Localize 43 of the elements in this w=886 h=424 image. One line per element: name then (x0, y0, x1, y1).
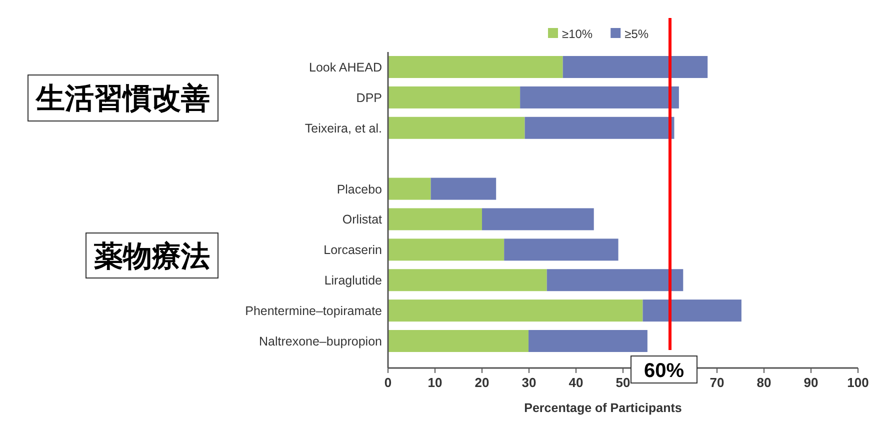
y-tick-label: DPP (356, 90, 382, 105)
x-tick-label: 90 (804, 375, 818, 390)
x-tick-label: 50 (616, 375, 630, 390)
y-tick-label: Lorcaserin (324, 243, 382, 258)
bar (388, 238, 504, 261)
x-tick-label: 30 (522, 375, 536, 390)
bar (528, 330, 648, 352)
y-tick-label: Teixeira, et al. (304, 121, 382, 136)
x-tick-label: 0 (384, 375, 392, 390)
bar (562, 56, 708, 78)
y-tick-label: Liraglutide (324, 274, 382, 288)
x-tick-label: 40 (568, 375, 584, 390)
bar (546, 269, 684, 292)
bar (388, 116, 525, 139)
x-tick-label: 80 (756, 375, 772, 390)
y-tick-label: Naltrexone–bupropion (258, 334, 382, 348)
bar (388, 56, 563, 78)
x-tick-label: 100 (847, 375, 869, 390)
text: 生活習慣改善 (35, 82, 210, 115)
x-tick-label: 70 (710, 375, 724, 390)
legend-label: ≥10% (562, 27, 593, 41)
y-tick-label: Orlistat (342, 212, 383, 227)
bar (388, 300, 643, 322)
bar (642, 300, 742, 322)
bar (524, 116, 674, 139)
legend-label: ≥5% (624, 27, 649, 41)
bar (388, 208, 482, 230)
bar (388, 269, 547, 292)
y-tick-label: Phentermine–topiramate (245, 304, 382, 318)
bar (520, 86, 679, 108)
text: 薬物療法 (93, 240, 210, 273)
bar (388, 178, 431, 200)
bar (504, 238, 618, 261)
bar (482, 208, 594, 230)
x-tick-label: 20 (474, 375, 490, 390)
x-tick-label: 10 (428, 375, 442, 390)
y-tick-label: Look AHEAD (309, 60, 382, 74)
bar (388, 330, 529, 352)
bar (388, 86, 520, 108)
y-tick-label: Placebo (336, 182, 382, 196)
bar (430, 178, 496, 200)
x-axis-title: Percentage of Participants (524, 401, 682, 415)
ref-line-label: 60% (644, 360, 684, 382)
